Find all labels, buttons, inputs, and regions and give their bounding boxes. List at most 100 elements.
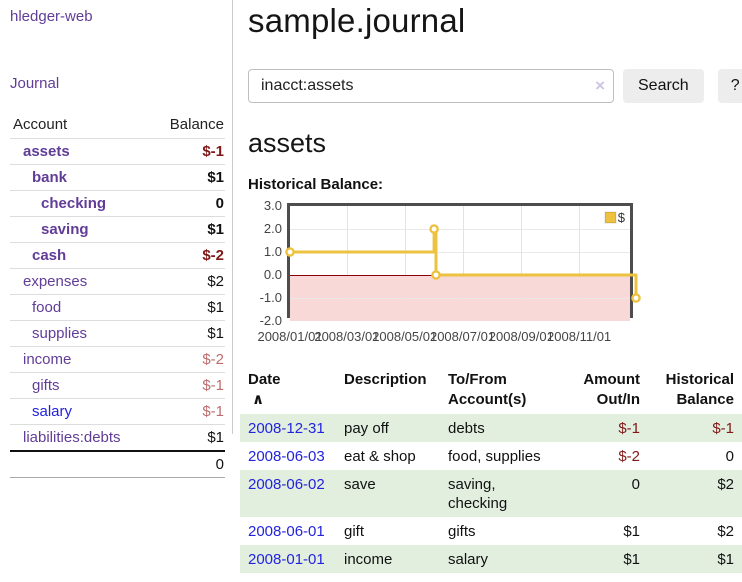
register-description-cell: pay off [344,420,389,437]
y-axis-tick-label: 3.0 [263,198,282,213]
account-cell: income [10,347,151,373]
account-link[interactable]: food [32,299,62,316]
vertical-gridline [579,206,581,315]
sidebar-item-journal[interactable]: Journal [10,75,60,92]
account-row: salary $-1 [10,398,225,425]
sort-ascending-icon: ∧ [252,391,265,408]
account-link[interactable]: salary [32,403,73,420]
date-header-label: Date [248,371,281,388]
account-cell: supplies [10,321,151,347]
account-row: saving $1 [10,216,225,243]
register-description-cell: income [344,551,393,568]
register-account-cell: gifts [448,523,476,540]
account-link[interactable]: supplies [32,325,88,342]
transaction-date-link[interactable]: 2008-06-02 [248,476,325,493]
account-cell: liabilities:debts [10,425,151,452]
search-bar: × Search ? [248,69,742,103]
account-link[interactable]: expenses [23,273,88,290]
x-axis-tick-label: 2008/07/01 [429,329,496,344]
register-header-date[interactable]: Date ∧ [240,366,336,414]
transaction-date-link[interactable]: 2008-01-01 [248,551,325,568]
legend-swatch-icon [603,211,617,224]
help-button[interactable]: ? [717,69,742,103]
accounts-total-row: 0 [10,451,225,478]
account-balance: $1 [207,221,224,238]
search-box: × [248,69,614,103]
legend-label: $ [617,210,625,225]
register-date-cell: 2008-06-03 [240,442,336,470]
y-axis-tick-label: -2.0 [259,313,282,328]
accounts-body: assets $-1 bank $1 checking 0 saving $1 cash $-2 e… [10,138,225,452]
account-link[interactable]: income [23,351,72,368]
account-link[interactable]: assets [23,143,70,160]
register-header-row: Date ∧ Description To/From Account(s) Amou… [240,366,742,414]
account-link[interactable]: checking [41,195,107,212]
account-row: checking 0 [10,190,225,217]
account-link[interactable]: cash [32,247,67,264]
x-axis-tick-label: 2008/01/01 [257,329,323,344]
register-description-cell: eat & shop [344,448,416,465]
register-row: 2008-06-01 gift gifts $1 $2 [240,517,742,545]
register-balance-cell: $2 [717,523,734,540]
account-row: food $1 [10,294,225,321]
account-row: assets $-1 [10,138,225,165]
register-account-cell: saving, checking [448,476,508,512]
account-link[interactable]: gifts [32,377,60,394]
account-cell: salary [10,399,151,425]
register-date-cell: 2008-12-31 [240,414,336,442]
app-home-link[interactable]: hledger-web [10,8,93,25]
account-row: cash $-2 [10,242,225,269]
transaction-date-link[interactable]: 2008-06-03 [248,448,325,465]
sidebar: hledger-web Journal Account Balance asse… [0,0,233,478]
accounts-header-balance: Balance [169,116,224,133]
register-amount-cell: $-2 [618,448,640,465]
horizontal-gridline [290,298,630,299]
register-header-account: To/From Account(s) [448,371,527,408]
transaction-date-link[interactable]: 2008-12-31 [248,420,325,437]
search-button[interactable]: Search [623,69,704,103]
account-link[interactable]: bank [32,169,68,186]
register-row: 2008-06-02 save saving, checking 0 $2 [240,470,742,517]
register-amount-cell: $-1 [618,420,640,437]
accounts-table: Account Balance assets $-1 bank $1 checking 0… [10,113,225,478]
account-link[interactable]: liabilities:debts [23,429,121,446]
account-balance: $1 [207,325,224,342]
transaction-date-link[interactable]: 2008-06-01 [248,523,325,540]
account-row: bank $1 [10,164,225,191]
register-table: Date ∧ Description To/From Account(s) Amou… [240,366,742,573]
page-title: sample.journal [248,2,466,39]
register-date-cell: 2008-06-02 [240,470,336,517]
account-cell: gifts [10,373,151,399]
horizontal-gridline [290,252,630,253]
account-link[interactable]: saving [41,221,89,238]
search-input[interactable] [248,69,614,103]
vertical-gridline [346,206,348,315]
register-amount-cell: $1 [623,551,640,568]
accounts-header-row: Account Balance [10,113,225,139]
data-point-marker [631,293,641,303]
account-balance: $-1 [202,143,224,160]
data-point-marker [285,247,295,257]
register-header-balance: Historical Balance [665,371,734,408]
y-axis-tick-label: 1.0 [263,244,282,259]
accounts-header-account: Account [13,116,68,133]
register-row: 2008-12-31 pay off debts $-1 $-1 [240,414,742,442]
account-row: gifts $-1 [10,372,225,399]
register-date-cell: 2008-01-01 [240,545,336,573]
clear-search-icon[interactable]: × [595,76,605,95]
vertical-gridline [462,206,464,315]
main-content: sample.journal × Search ? assets Histori… [240,0,742,573]
x-axis-tick-label: 2008/11/01 [547,329,612,344]
account-balance: $1 [207,429,224,446]
account-cell: expenses [10,269,151,295]
account-balance: $1 [207,299,224,316]
historical-balance-chart: $ 3.0 2.0 1.0 0.0 -1.0 -2.0 2008/01/01 2008/03/… [240,198,742,351]
account-balance: 0 [215,195,224,212]
account-cell: checking [10,191,151,217]
account-cell: cash [10,243,151,269]
register-body: 2008-12-31 pay off debts $-1 $-1 2008-06-03 ea… [240,414,742,573]
register-account-cell: salary [448,551,489,568]
register-header-amount: Amount Out/In [583,371,640,408]
balance-line-series [285,224,641,303]
